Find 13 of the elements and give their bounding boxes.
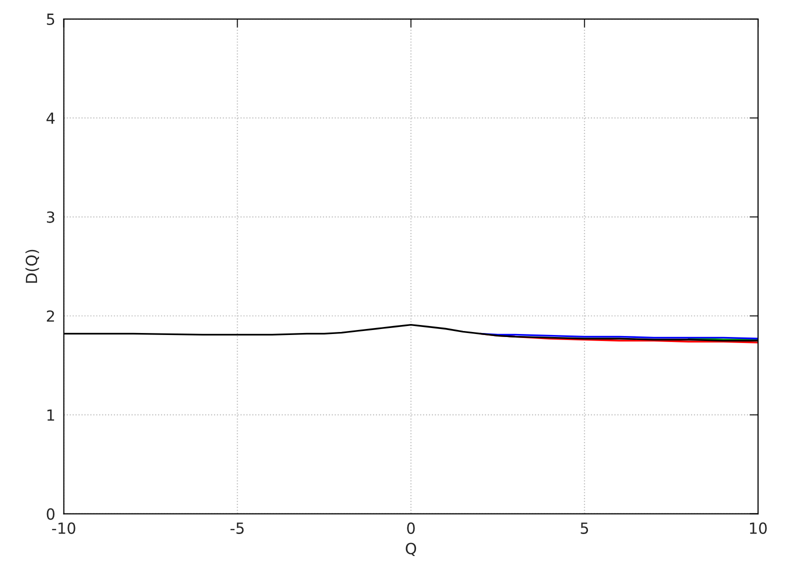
- x-tick-label: -10: [52, 522, 76, 534]
- y-tick-label: 3: [46, 211, 54, 223]
- x-tick-label: 0: [407, 522, 415, 534]
- y-tick-label: 1: [47, 410, 54, 421]
- y-tick-label: 4: [46, 112, 55, 124]
- x-tick-label: 10: [750, 522, 767, 534]
- y-tick-label: 5: [46, 14, 54, 26]
- y-tick-label: 0: [46, 508, 54, 520]
- x-axis-title: Q: [406, 542, 416, 556]
- y-axis-title: D(Q): [25, 250, 40, 283]
- y-tick-label: 2: [46, 310, 54, 322]
- x-tick-label: -5: [230, 522, 244, 534]
- x-tick-label: 5: [580, 522, 588, 534]
